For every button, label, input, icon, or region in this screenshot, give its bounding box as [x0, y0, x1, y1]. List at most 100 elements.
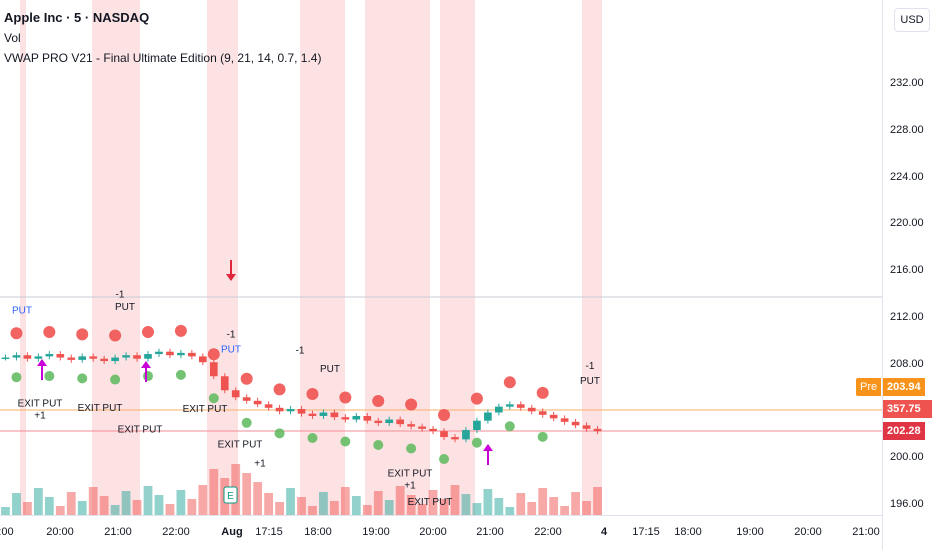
put-signal-dot — [240, 372, 253, 385]
volume-bar — [209, 469, 219, 515]
x-tick-label: 20:00 — [46, 526, 74, 538]
put-signal-dot — [536, 386, 549, 399]
candle-body — [34, 356, 43, 359]
candle-body — [133, 355, 141, 359]
volume-bar — [187, 499, 197, 515]
volume-bar — [549, 497, 559, 515]
put-signal-dot — [109, 329, 122, 342]
candle-body — [484, 412, 492, 421]
signal-label: PUT — [580, 376, 600, 387]
candle-body — [593, 428, 602, 432]
volume-bar — [154, 495, 164, 515]
session-band — [300, 0, 345, 515]
candle-body — [385, 419, 394, 424]
volume-bar — [66, 492, 76, 515]
vwap-dot — [307, 432, 318, 443]
candle-body — [67, 357, 76, 360]
vwap-dot — [340, 436, 351, 447]
x-tick-label: 22:00 — [534, 526, 562, 538]
candle-body — [352, 415, 361, 420]
put-arrowhead-icon — [226, 274, 236, 281]
volume-bar — [275, 502, 284, 515]
y-tick-label: 196.00 — [890, 497, 924, 510]
volume-indicator-label[interactable]: Vol — [4, 31, 21, 45]
volume-bar — [44, 497, 54, 515]
candle-body — [374, 420, 383, 424]
signal-label: PUT — [221, 344, 241, 355]
session-band — [440, 0, 475, 515]
signal-label: PUT — [115, 302, 135, 313]
exit-arrowhead-icon — [141, 361, 151, 368]
candle-body — [297, 408, 306, 414]
signal-label: +1 — [34, 410, 46, 421]
volume-bar — [362, 505, 372, 515]
vwap-dot — [241, 417, 252, 428]
vwap-dot — [175, 369, 186, 380]
volume-bar — [472, 503, 482, 515]
vwap-dot — [11, 372, 22, 383]
volume-bar — [286, 488, 295, 515]
vwap-indicator-label[interactable]: VWAP PRO V21 - Final Ultimate Edition (9… — [4, 51, 322, 65]
put-signal-dot — [405, 398, 418, 411]
volume-bar — [439, 499, 449, 515]
x-tick-label: 4 — [600, 526, 608, 538]
price-axis[interactable] — [882, 0, 932, 550]
put-signal-dot — [207, 348, 220, 361]
volume-bar — [351, 496, 361, 515]
volume-bar — [253, 482, 263, 515]
volume-bar — [308, 506, 317, 515]
symbol-title[interactable]: Apple Inc · 5 · NASDAQ — [4, 10, 150, 25]
x-tick-label: 21:00 — [476, 526, 504, 538]
vwap-dot — [110, 374, 121, 385]
x-tick-label: Aug — [221, 526, 243, 538]
candle-body — [473, 420, 481, 431]
candle-body — [1, 357, 10, 360]
signal-label: EXIT PUT — [78, 403, 123, 414]
candle-body — [549, 414, 558, 419]
candle-body — [462, 430, 470, 440]
vwap-dot — [44, 371, 55, 382]
volume-bar — [110, 505, 120, 515]
volume-bar — [461, 494, 471, 515]
signal-label: EXIT PUT — [388, 469, 433, 480]
volume-bar — [417, 504, 427, 515]
candle-body — [12, 355, 21, 358]
put-signal-dot — [372, 395, 385, 408]
y-tick-label: 200.00 — [890, 451, 924, 464]
put-signal-dot — [503, 376, 516, 389]
session-band — [582, 0, 602, 515]
volume-bar — [99, 496, 109, 515]
candle-body — [56, 354, 65, 358]
x-tick-label: 17:15 — [255, 526, 283, 538]
volume-bar — [593, 487, 602, 515]
volume-bar — [483, 489, 493, 515]
x-tick-label: 20:00 — [794, 526, 822, 538]
put-signal-dot — [10, 327, 23, 340]
vwap-dot — [77, 373, 88, 384]
candle-body — [418, 426, 426, 429]
x-tick-label: 20:00 — [419, 526, 447, 538]
x-tick-label: 19:00 — [736, 526, 764, 538]
candle-body — [209, 362, 218, 377]
volume-bar — [494, 498, 504, 515]
volume-bar — [33, 488, 43, 515]
candle-body — [505, 404, 514, 407]
volume-bar — [1, 507, 10, 515]
y-tick-label: 216.00 — [890, 264, 924, 277]
put-signal-dot — [76, 328, 89, 341]
time-axis[interactable] — [0, 515, 882, 516]
candle-body — [451, 437, 459, 440]
put-signal-dot — [273, 383, 286, 396]
put-signal-dot — [438, 409, 451, 422]
candle-body — [275, 407, 284, 412]
last-price-tag: 202.28 — [883, 422, 925, 440]
candle-body — [100, 358, 108, 362]
x-tick-label: 19:00 — [362, 526, 390, 538]
premarket-label: Pre — [856, 378, 882, 396]
put-signal-dot — [470, 392, 483, 405]
volume-bar — [12, 493, 21, 515]
vwap-dot — [537, 431, 548, 442]
currency-button[interactable]: USD — [894, 8, 930, 32]
signal-label: EXIT PUT — [218, 439, 263, 450]
